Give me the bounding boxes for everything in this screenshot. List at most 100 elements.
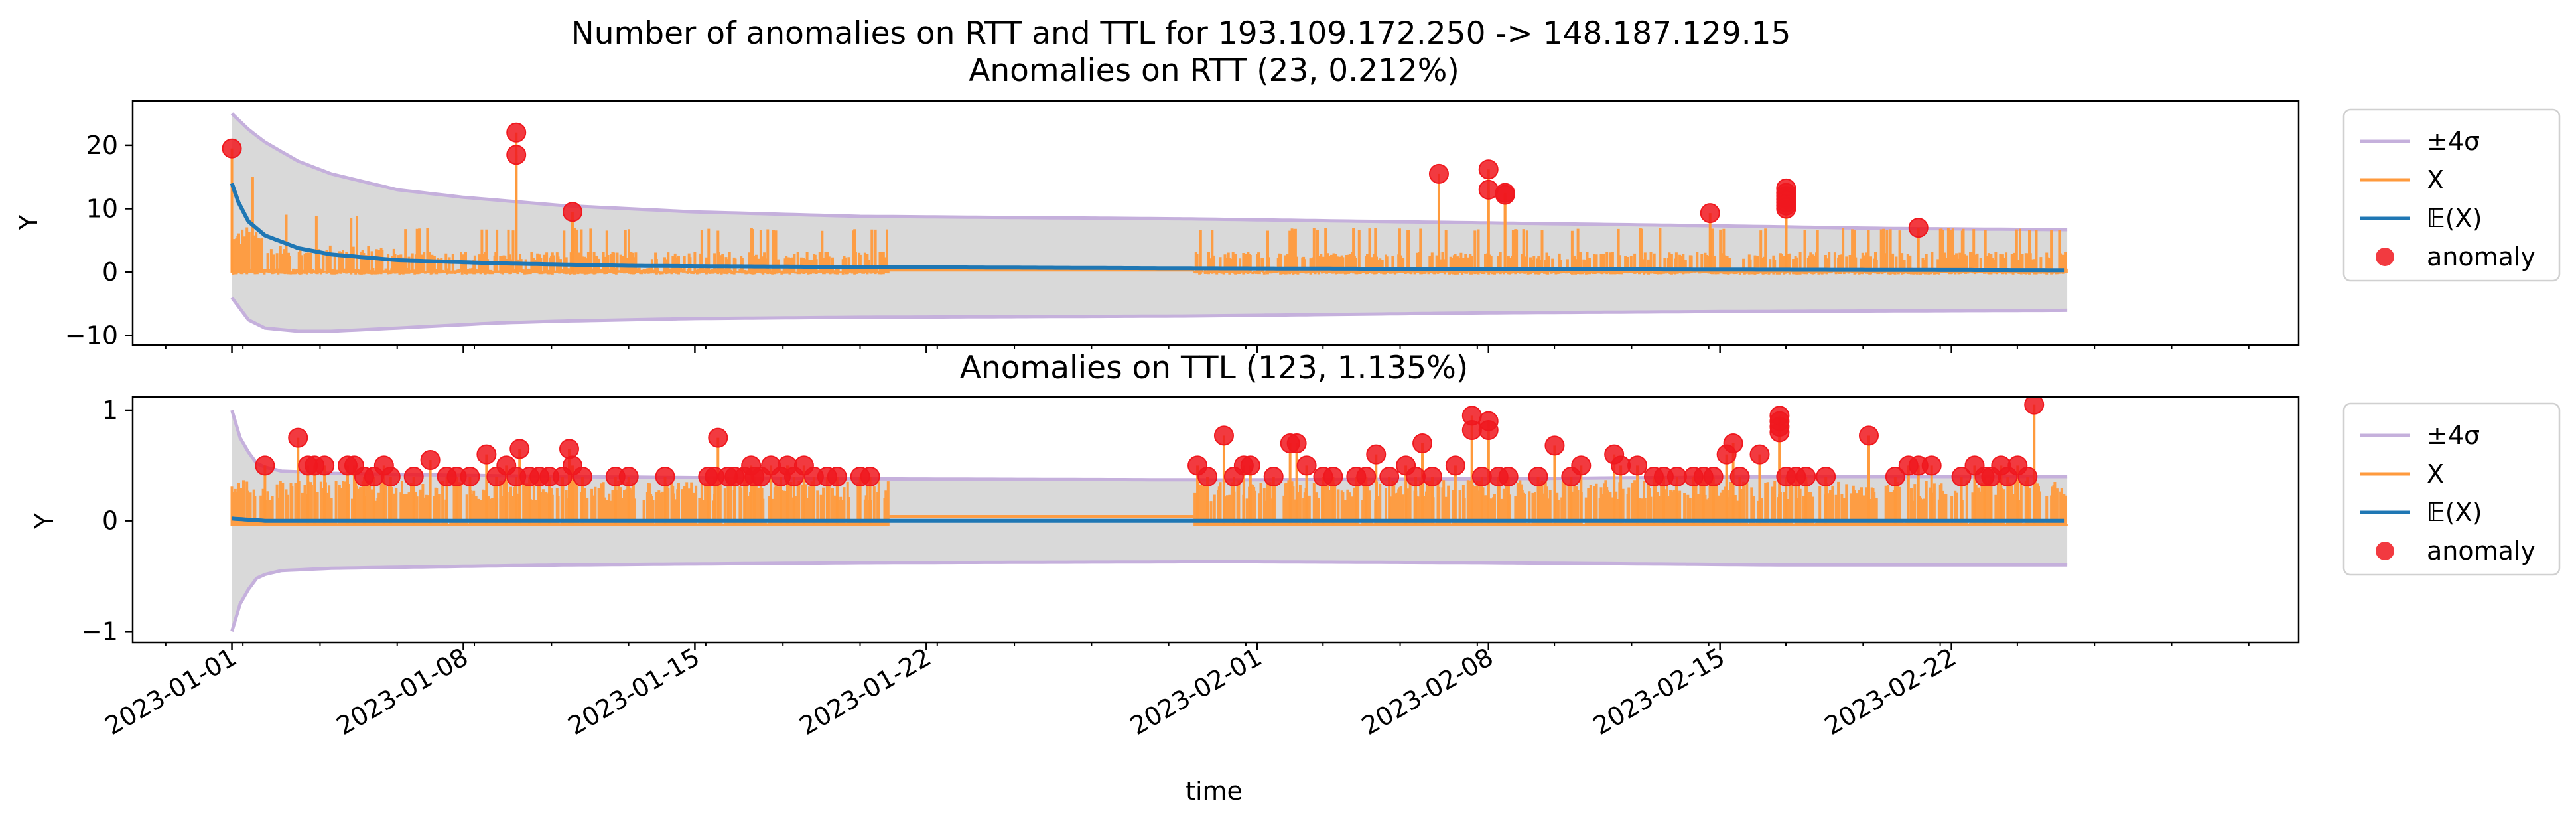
anomaly-marker — [1723, 433, 1743, 453]
anomaly-marker — [655, 467, 675, 486]
expectation-line — [232, 516, 2065, 523]
anomaly-marker — [1406, 467, 1426, 486]
anomaly-marker — [1776, 198, 1796, 219]
ttl-panel: −1 0 1 — [81, 396, 2300, 650]
anomaly-marker — [2024, 397, 2045, 415]
anomaly-marker — [222, 138, 242, 159]
ttl-y-axis-label: Y — [30, 513, 59, 530]
x-tick-label: 2023-02-22 — [1820, 642, 1961, 741]
legend-box — [2342, 108, 2561, 282]
rtt-panel-title: Anomalies on RTT (23, 0.212%) — [969, 52, 1459, 89]
anomaly-marker — [1858, 425, 1879, 446]
x-tick-label: 2023-02-15 — [1588, 642, 1729, 741]
legend-label: X — [2427, 165, 2444, 194]
anomaly-marker — [618, 467, 639, 486]
rtt-panel: −10 0 10 20 — [65, 100, 2300, 353]
anomaly-marker — [572, 467, 592, 486]
x-tick-label: 2023-01-08 — [332, 642, 473, 741]
legend-label: anomaly — [2427, 536, 2536, 565]
anomaly-marker — [827, 467, 847, 486]
y-tick-label: 0 — [102, 258, 118, 287]
legend-label: 𝔼(X) — [2427, 204, 2482, 233]
anomaly-marker — [1495, 185, 1515, 205]
anomaly-marker — [1379, 467, 1400, 486]
axes-frame — [131, 396, 2300, 644]
y-tick-label: 0 — [102, 506, 118, 536]
anomaly-marker — [1296, 455, 1317, 476]
anomaly-marker — [314, 455, 335, 476]
legend-label: 𝔼(X) — [2427, 498, 2482, 527]
anomaly-marker — [255, 455, 275, 476]
anomaly-marker — [1263, 467, 1284, 486]
anomaly-marker — [1921, 455, 1942, 476]
anomaly-marker — [1528, 467, 1548, 486]
legend-label: ±4σ — [2427, 421, 2480, 450]
rtt-y-axis-label: Y — [14, 214, 43, 231]
anomaly-marker — [1544, 435, 1565, 456]
anomaly-marker — [460, 467, 480, 486]
anomaly-marker — [1749, 444, 1770, 465]
anomaly-marker — [1286, 433, 1307, 453]
anomaly-marker — [1422, 467, 1442, 486]
legend-anomaly-swatch — [2376, 248, 2394, 266]
anomaly-marker — [1571, 455, 1592, 476]
anomaly-marker — [288, 427, 308, 448]
anomaly-marker — [1627, 455, 1648, 476]
anomaly-marker — [1908, 218, 1929, 238]
sigma-lower-line — [230, 296, 2068, 333]
x-tick-label: 2023-01-15 — [563, 642, 705, 741]
expectation-line — [230, 183, 2065, 273]
anomaly-marker — [1729, 467, 1750, 486]
rtt-plot-area — [222, 112, 2068, 333]
x-tick-label: 2023-01-22 — [795, 642, 936, 741]
anomaly-marker — [1700, 203, 1720, 224]
anomaly-marker — [380, 467, 401, 486]
ttl-plot-area — [230, 397, 2068, 633]
x-tick-label: 2023-02-01 — [1125, 642, 1266, 741]
anomaly-marker — [1796, 467, 1816, 486]
anomaly-marker — [1461, 420, 1482, 440]
sigma-lower-line — [230, 560, 2068, 633]
ttl-panel-title: Anomalies on TTL (123, 1.135%) — [960, 350, 1468, 386]
anomaly-marker — [1356, 467, 1377, 486]
anomaly-marker — [1471, 467, 1492, 486]
anomaly-marker — [708, 427, 728, 448]
anomaly-marker — [2017, 467, 2038, 486]
ttl-legend: ±4σ X 𝔼(X) anomaly — [2342, 402, 2561, 576]
legend-label: anomaly — [2427, 242, 2536, 271]
anomaly-marker — [559, 439, 579, 459]
anomaly-marker — [562, 202, 582, 222]
legend-label: X — [2427, 459, 2444, 488]
anomaly-marker — [1240, 455, 1260, 476]
anomaly-marker — [1611, 455, 1631, 476]
anomaly-marker — [1478, 159, 1499, 180]
anomaly-marker — [1951, 467, 1972, 486]
x-tick-labels: 2023-01-01 2023-01-08 2023-01-15 2023-01-22… — [100, 642, 1961, 741]
anomaly-marker — [1197, 467, 1218, 486]
rtt-legend: ±4σ X 𝔼(X) anomaly — [2342, 108, 2561, 282]
legend-anomaly-swatch — [2376, 542, 2394, 560]
anomaly-marker — [1703, 467, 1724, 486]
legend-label: ±4σ — [2427, 127, 2480, 156]
anomaly-marker — [1816, 467, 1836, 486]
anomaly-marker — [1666, 467, 1687, 486]
anomaly-marker — [1478, 179, 1499, 200]
figure-suptitle: Number of anomalies on RTT and TTL for 1… — [571, 15, 1791, 52]
anomaly-marker — [506, 122, 527, 143]
anomaly-marker — [1498, 467, 1519, 486]
anomaly-marker — [476, 444, 497, 465]
y-tick-label: 10 — [86, 194, 118, 223]
anomaly-marker — [506, 145, 527, 165]
anomaly-marker — [860, 467, 880, 486]
legend-box — [2342, 402, 2561, 576]
sigma-upper-line — [230, 112, 2068, 232]
anomaly-marker — [1428, 163, 1449, 184]
sigma-band-fill — [232, 113, 2068, 331]
anomaly-marker — [1769, 422, 1790, 443]
anomaly-marker — [509, 439, 530, 459]
x-axis-label: time — [1186, 777, 1243, 806]
anomaly-marker — [1885, 467, 1905, 486]
y-tick-label: −10 — [65, 321, 118, 350]
y-tick-label: −1 — [81, 617, 118, 646]
